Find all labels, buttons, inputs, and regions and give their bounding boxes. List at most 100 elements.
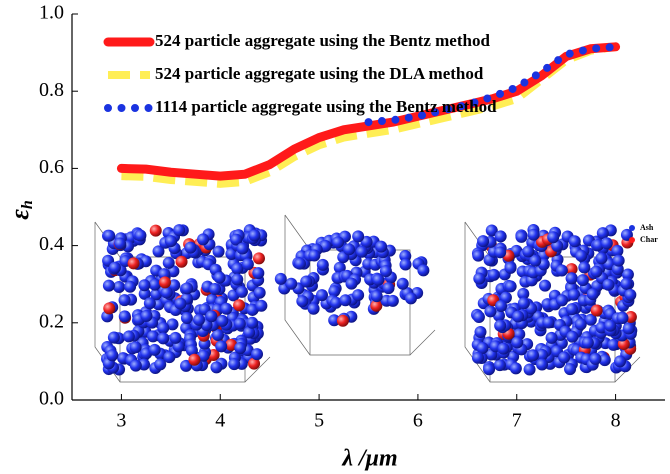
inset-particle: [372, 273, 385, 286]
inset-particle: [175, 255, 188, 268]
inset-particle: [564, 363, 577, 376]
inset-particle: [173, 224, 186, 237]
inset-particle: [140, 309, 153, 322]
inset-particle: [578, 261, 591, 274]
inset-particle: [471, 351, 484, 364]
inset-particle: [108, 261, 121, 274]
inset-particle: [252, 252, 265, 265]
inset-legend-label: Ash: [640, 223, 654, 232]
inset-particle: [163, 351, 176, 364]
inset-particle: [216, 314, 229, 327]
inset-particle: [590, 304, 603, 317]
inset-particle: [624, 288, 637, 301]
inset-particle: [545, 331, 558, 344]
inset-particle: [494, 230, 507, 243]
inset-particle: [231, 262, 244, 275]
y-axis-symbol: ε: [5, 209, 34, 220]
inset-particle: [330, 296, 343, 309]
inset-particle: [122, 330, 135, 343]
inset-particle: [336, 314, 349, 327]
x-axis-label: λ /μm: [341, 446, 397, 472]
inset-particle: [180, 359, 193, 372]
legend-label: 524 particle aggregate using the DLA met…: [155, 64, 484, 83]
inset-particle: [595, 252, 608, 265]
inset-particle: [355, 245, 368, 258]
inset-particle: [589, 352, 602, 365]
inset-particle: [293, 257, 306, 270]
inset-particle: [157, 332, 170, 345]
y-axis-subscript: h: [19, 200, 36, 209]
inset-particle: [188, 353, 201, 366]
inset-aggregate: [94, 221, 271, 383]
inset-legend-marker: [629, 237, 635, 243]
series-line: [364, 42, 620, 127]
inset-particle: [185, 344, 198, 357]
inset-particle: [566, 330, 579, 343]
inset-particle: [472, 249, 485, 262]
inset-legend-marker: [629, 225, 635, 231]
inset-particle: [477, 235, 490, 248]
inset-particle: [504, 280, 517, 293]
inset-particle: [352, 230, 365, 243]
inset-legend-label: Char: [640, 235, 658, 244]
inset-particle: [494, 246, 507, 259]
inset-particle: [574, 318, 587, 331]
inset-particle: [197, 349, 210, 362]
inset-particle: [586, 288, 599, 301]
x-tick-label: 5: [314, 410, 324, 432]
inset-particle: [399, 250, 412, 263]
inset-particle: [527, 228, 540, 241]
inset-particle: [352, 289, 365, 302]
inset-particle: [235, 285, 248, 298]
y-tick-label: 1.0: [39, 2, 64, 24]
inset-particle: [160, 286, 173, 299]
inset-particle: [157, 321, 170, 334]
inset-particle: [474, 326, 487, 339]
inset-particle: [215, 340, 228, 353]
inset-particle: [396, 277, 409, 290]
inset-particle: [607, 338, 620, 351]
inset-particle: [616, 311, 629, 324]
x-tick-label: 8: [611, 410, 621, 432]
inset-particle: [166, 318, 179, 331]
inset-particle: [611, 244, 624, 257]
inset-particle: [345, 277, 358, 290]
inset-particle: [581, 336, 594, 349]
inset-particle: [497, 342, 510, 355]
inset-particle: [174, 297, 187, 310]
inset-particle: [590, 265, 603, 278]
inset-particle: [539, 279, 552, 292]
inset-particle: [103, 302, 116, 315]
inset-particle: [495, 299, 508, 312]
inset-particle: [243, 326, 256, 339]
inset-particle: [404, 292, 417, 305]
inset-particle: [106, 349, 119, 362]
inset-particle: [180, 312, 193, 325]
inset-particle: [246, 303, 259, 316]
inset-particle: [184, 241, 197, 254]
inset-particle: [343, 243, 356, 256]
inset-particle: [154, 358, 167, 371]
inset-particle: [565, 303, 578, 316]
inset-particle: [602, 278, 615, 291]
inset-particle: [328, 314, 341, 327]
inset-particle: [509, 362, 522, 375]
inset-particle: [596, 227, 609, 240]
x-tick-label: 3: [116, 410, 126, 432]
inset-particle: [220, 302, 233, 315]
legend-label: 1114 particle aggregate using the Bentz …: [155, 97, 497, 116]
inset-particle: [487, 268, 500, 281]
inset-particle: [162, 256, 175, 269]
inset-particle: [386, 294, 399, 307]
inset-particle: [485, 224, 498, 237]
inset-particle: [575, 249, 588, 262]
inset-particle: [382, 282, 395, 295]
aggregate-insets: [94, 214, 641, 383]
inset-particle: [146, 330, 159, 343]
inset-particle: [233, 299, 246, 312]
inset-particle: [517, 297, 530, 310]
inset-particle: [234, 341, 247, 354]
inset-particle: [251, 348, 264, 361]
inset-particle: [308, 249, 321, 262]
